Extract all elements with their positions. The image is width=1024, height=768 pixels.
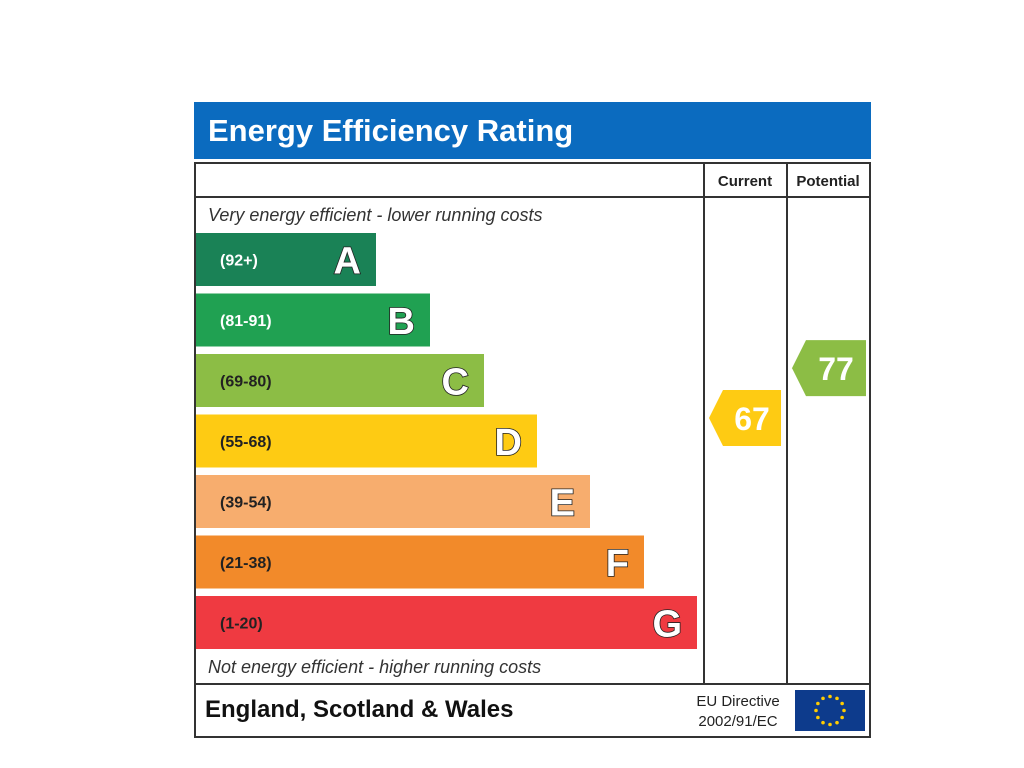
band-d-range: (55-68) xyxy=(220,434,272,451)
eu-flag-icon xyxy=(795,690,865,731)
band-g-letter: G xyxy=(652,604,682,646)
band-e-range: (39-54) xyxy=(220,495,272,512)
bottom-note: Not energy efficient - higher running co… xyxy=(208,657,541,677)
band-a-range: (92+) xyxy=(220,253,258,270)
band-e-letter: E xyxy=(550,483,575,525)
eu-star xyxy=(835,720,839,725)
band-g-range: (1-20) xyxy=(220,616,263,633)
eu-star xyxy=(821,720,825,725)
band-g-bar xyxy=(196,596,697,649)
band-c-range: (69-80) xyxy=(220,374,272,391)
eu-flag-stars xyxy=(814,694,846,727)
band-a-letter: A xyxy=(334,241,361,283)
band-b-letter: B xyxy=(388,301,415,343)
eu-star xyxy=(816,715,820,720)
band-f-range: (21-38) xyxy=(220,555,272,572)
eu-star xyxy=(821,696,825,701)
chart-title: Energy Efficiency Rating xyxy=(208,113,573,148)
band-d-letter: D xyxy=(495,422,522,464)
current-rating-arrow xyxy=(709,389,781,446)
footer-directive-line1: EU Directive xyxy=(696,693,779,710)
eu-star xyxy=(828,694,832,699)
potential-rating-value: 77 xyxy=(818,351,854,387)
footer-region: England, Scotland & Wales xyxy=(205,696,513,723)
band-f-letter: F xyxy=(606,543,629,585)
rating-bands: (92+) A (81-91) B (69-80) C (55-68) D (39-54) E (2… xyxy=(196,233,697,649)
top-note: Very energy efficient - lower running co… xyxy=(208,205,543,225)
eu-star xyxy=(840,701,844,706)
eu-star xyxy=(828,722,832,727)
potential-header: Potential xyxy=(796,173,859,190)
eu-star xyxy=(840,715,844,720)
band-d-bar xyxy=(196,414,537,468)
current-rating-value: 67 xyxy=(734,401,770,437)
band-f-bar xyxy=(196,535,644,589)
footer-directive-line2: 2002/91/EC xyxy=(698,713,777,730)
potential-rating-arrow xyxy=(792,340,866,397)
band-b-range: (81-91) xyxy=(220,313,272,330)
eu-star xyxy=(842,708,846,713)
band-a-bar xyxy=(196,233,376,286)
band-c-bar xyxy=(196,354,484,407)
eu-star xyxy=(814,708,818,713)
eu-star xyxy=(816,701,820,706)
current-header: Current xyxy=(718,173,772,190)
rating-scores: 67 77 xyxy=(709,340,866,446)
eu-star xyxy=(835,696,839,701)
title-bar xyxy=(194,102,871,159)
band-e-bar xyxy=(196,475,590,528)
band-b-bar xyxy=(196,293,430,347)
band-c-letter: C xyxy=(442,362,469,404)
